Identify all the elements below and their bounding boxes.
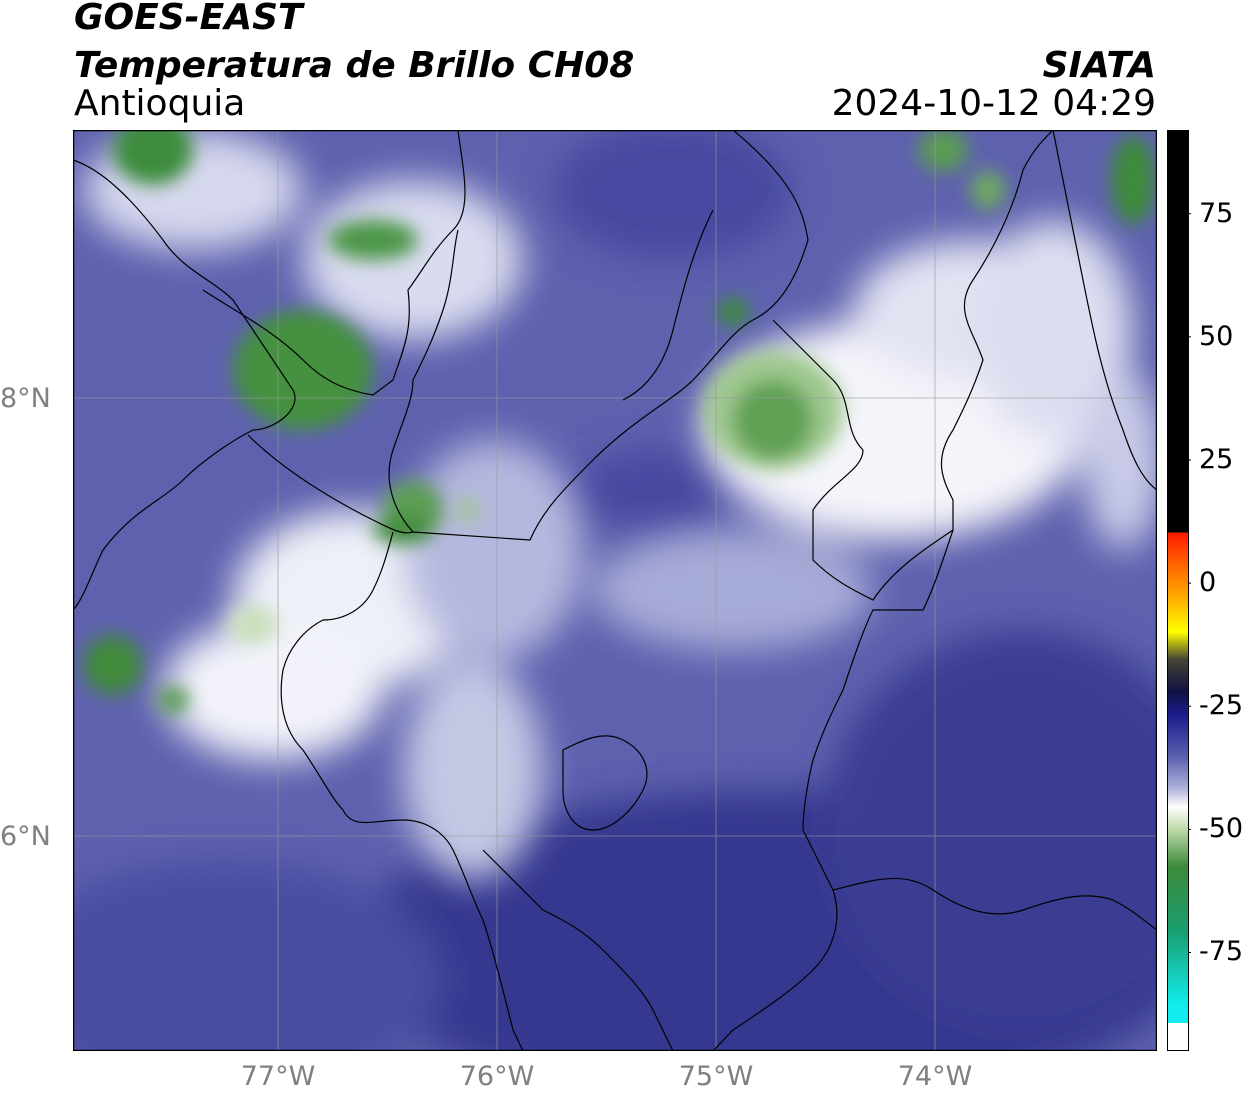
lon-label-75w: 75°W [678,1061,754,1092]
satellite-title: GOES-EAST [74,0,303,38]
organization-label: SIATA [1042,45,1156,86]
gridlines [73,130,1157,1051]
colorbar-fill [1167,130,1189,1051]
timestamp-label: 2024-10-12 04:29 [831,83,1156,124]
lat-label-6n: 6°N [0,821,51,852]
satellite-map [73,130,1157,1051]
cloud-bands [83,130,1157,880]
lat-label-8n: 8°N [0,383,51,414]
lon-label-74w: 74°W [897,1061,973,1092]
colorbar-tick-label: -25 [1199,690,1244,722]
product-title: Temperatura de Brillo CH08 [74,45,635,86]
temperature-colorbar [1167,130,1191,1051]
colorbar-tick-label: 75 [1199,197,1234,229]
colorbar-tick-label: 50 [1199,320,1234,352]
colorbar-tick-label: -75 [1199,936,1244,968]
region-label: Antioquia [74,83,246,124]
colorbar-tick-label: 0 [1199,567,1217,599]
map-border [73,130,1157,1051]
lon-label-76w: 76°W [459,1061,535,1092]
cold-clear-region [73,130,1157,1051]
colorbar-tick-label: 25 [1199,443,1234,475]
colorbar-tick-label: -50 [1199,813,1244,845]
boundaries [73,130,1157,1051]
lon-label-77w: 77°W [240,1061,316,1092]
cold-cloud-tops [83,130,1155,714]
